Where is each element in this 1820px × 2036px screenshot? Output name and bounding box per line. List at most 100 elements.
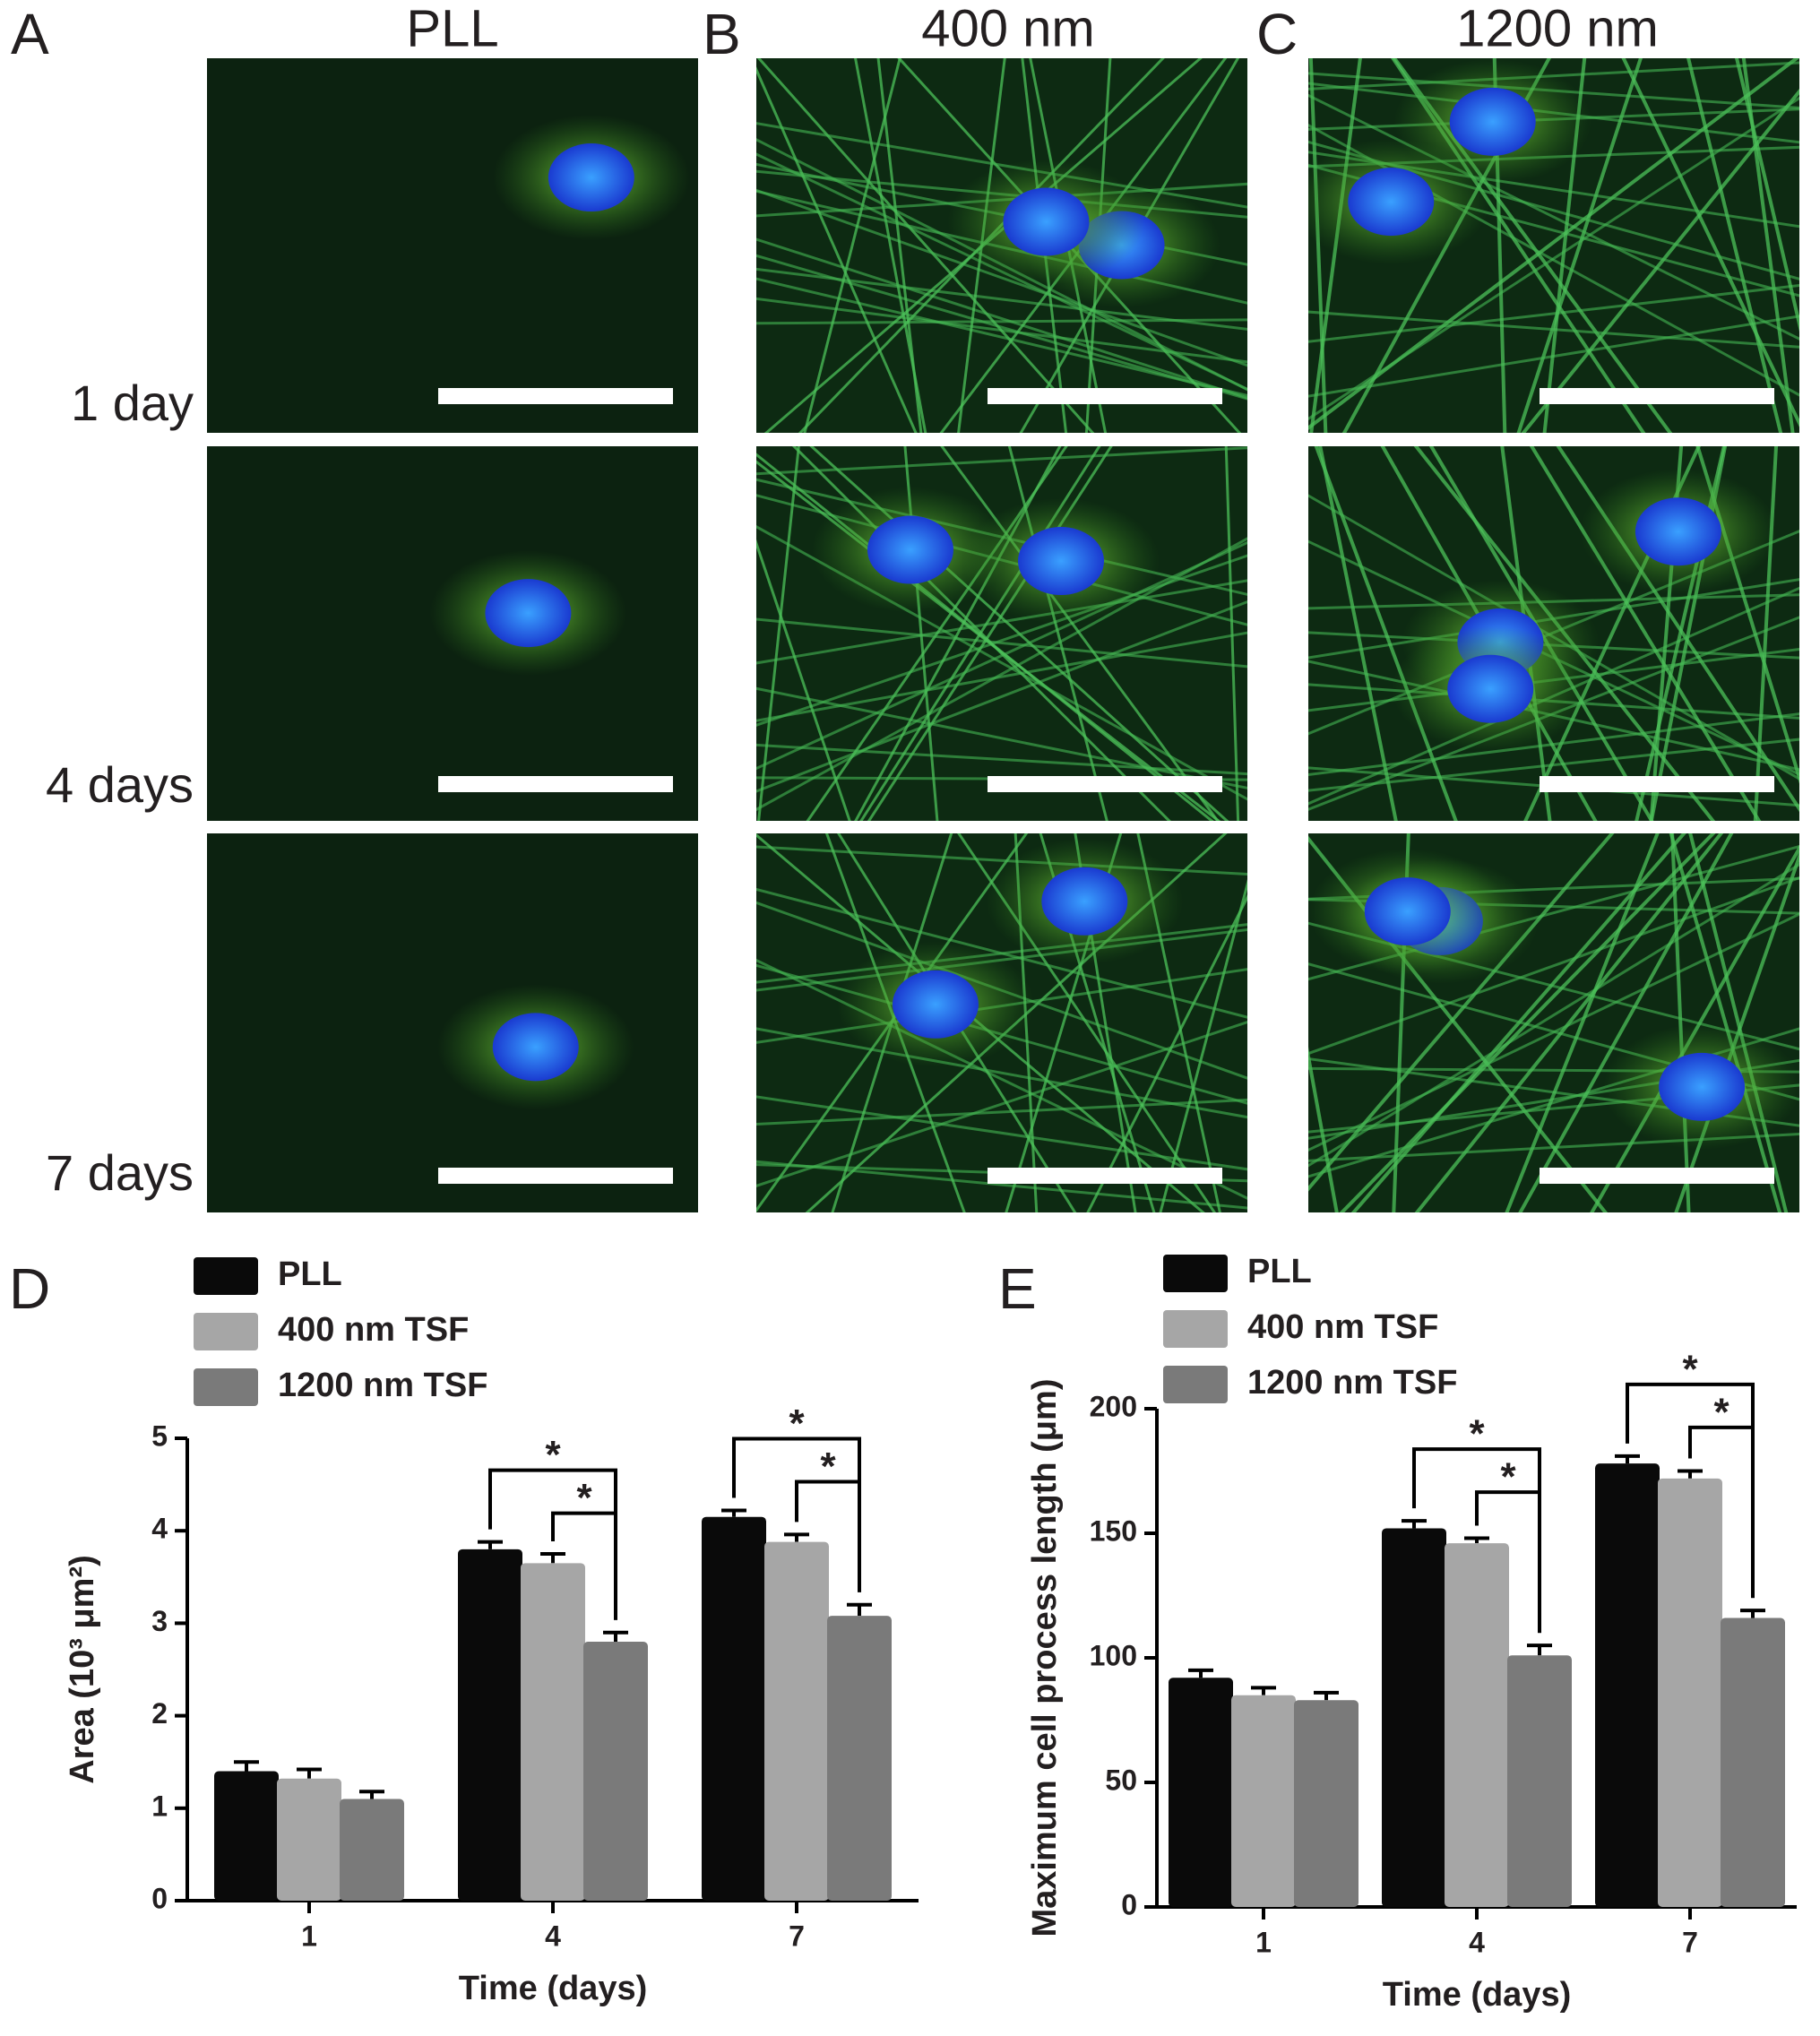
nucleus <box>892 970 979 1039</box>
legend-label: 1200 nm TSF <box>1247 1364 1457 1402</box>
significance-label: * <box>1500 1455 1516 1499</box>
bar <box>214 1771 279 1901</box>
fiber <box>756 579 1247 665</box>
bar <box>1595 1463 1660 1907</box>
scale-bar <box>988 388 1222 404</box>
legend-label: PLL <box>278 1255 342 1293</box>
micrograph <box>207 58 698 433</box>
bar <box>1169 1678 1233 1907</box>
micrograph-bg <box>207 58 698 433</box>
nucleus <box>1041 867 1128 936</box>
significance-bracket <box>551 1511 617 1620</box>
micrograph <box>1308 833 1799 1212</box>
fiber <box>1224 446 1240 821</box>
scale-bar <box>438 1168 673 1184</box>
bar <box>340 1799 404 1901</box>
legend-swatch <box>194 1368 258 1406</box>
row-label: 1 day <box>71 375 194 431</box>
fiber <box>756 1021 1247 1187</box>
fiber <box>867 446 1113 821</box>
fiber <box>854 446 1062 821</box>
legend-swatch <box>194 1313 258 1350</box>
row-label: 4 days <box>46 756 194 813</box>
fiber <box>1308 1046 1339 1212</box>
scale-bar <box>988 1168 1222 1184</box>
bar <box>764 1541 829 1901</box>
fiber <box>756 617 1247 669</box>
significance-label: * <box>789 1402 805 1445</box>
fiber <box>756 539 851 821</box>
scale-bar <box>1540 388 1774 404</box>
panel-label: D <box>9 1256 50 1321</box>
fiber <box>756 237 1247 400</box>
nucleus <box>1018 527 1105 596</box>
significance-label: * <box>1713 1390 1729 1434</box>
bar <box>277 1778 341 1901</box>
fiber <box>1308 862 1799 1168</box>
legend-swatch <box>1163 1255 1228 1292</box>
panel-label: A <box>11 2 49 66</box>
fiber <box>1529 446 1762 821</box>
fiber <box>756 537 1247 812</box>
micrograph <box>1308 446 1799 821</box>
nucleus <box>867 515 953 584</box>
y-tick-label: 1 <box>151 1790 168 1822</box>
nucleus <box>1659 1052 1746 1121</box>
bar <box>583 1642 648 1901</box>
x-axis-label: Time (days) <box>459 1970 647 2007</box>
fiber <box>1308 833 1615 1192</box>
nucleus <box>1348 168 1435 237</box>
bar <box>827 1616 892 1901</box>
micrograph <box>207 833 698 1212</box>
fiber <box>1674 850 1799 1212</box>
fiber <box>940 446 1220 821</box>
bar <box>1721 1618 1785 1907</box>
bar <box>702 1516 766 1901</box>
fiber <box>1086 893 1247 1212</box>
legend-label: PLL <box>1247 1253 1312 1290</box>
x-tick-label: 4 <box>1469 1926 1485 1958</box>
y-axis-label: Area (10³ μm²) <box>64 1555 101 1784</box>
nucleus <box>1449 87 1536 156</box>
fiber <box>756 277 1247 397</box>
fiber <box>1308 58 1328 433</box>
fiber <box>1308 58 1799 431</box>
legend-swatch <box>1163 1310 1228 1348</box>
fiber <box>756 600 1247 793</box>
significance-bracket <box>795 1480 861 1592</box>
fiber <box>1308 912 1799 1152</box>
panel-label: B <box>703 2 741 66</box>
significance-bracket <box>1475 1490 1541 1634</box>
nucleus <box>548 143 634 212</box>
fiber <box>1688 833 1789 1212</box>
fiber <box>1308 96 1799 421</box>
scale-bar <box>1540 1168 1774 1184</box>
panel-label: C <box>1256 2 1298 66</box>
fiber <box>756 446 1247 476</box>
fiber <box>1308 93 1799 341</box>
x-tick-label: 4 <box>545 1920 561 1952</box>
y-tick-label: 0 <box>151 1882 168 1914</box>
fiber <box>756 958 1247 1200</box>
fiber <box>756 540 1247 771</box>
y-tick-label: 3 <box>151 1605 168 1637</box>
column-header: PLL <box>406 0 498 57</box>
fiber <box>1621 58 1799 427</box>
bar <box>1231 1695 1296 1907</box>
scale-bar <box>438 388 673 404</box>
fiber <box>1308 876 1799 1056</box>
y-tick-label: 2 <box>151 1697 168 1730</box>
x-tick-label: 1 <box>301 1920 317 1952</box>
y-tick-label: 150 <box>1090 1514 1137 1547</box>
bar <box>1382 1528 1446 1907</box>
fiber <box>1669 833 1782 1212</box>
micrograph <box>756 446 1247 821</box>
y-tick-label: 100 <box>1090 1639 1137 1671</box>
scale-bar <box>988 776 1222 792</box>
x-tick-label: 7 <box>789 1920 805 1952</box>
column-header: 1200 nm <box>1456 0 1659 57</box>
fiber <box>1735 58 1799 332</box>
scale-bar <box>438 776 673 792</box>
fiber <box>803 58 901 433</box>
fiber <box>756 887 1247 1019</box>
